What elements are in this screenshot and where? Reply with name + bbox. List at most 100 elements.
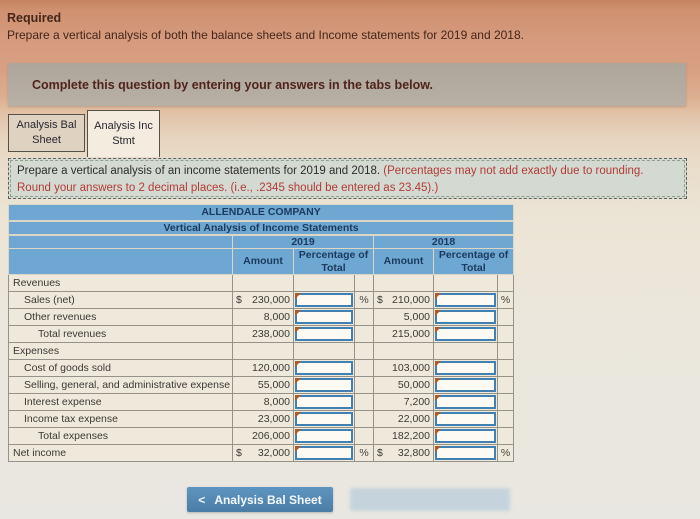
answer-flag-icon — [295, 327, 301, 333]
amount-2018-cell — [373, 274, 434, 292]
answer-flag-icon — [435, 446, 441, 452]
amount-2019-cell: 238,000 — [232, 325, 294, 343]
year-2018-header: 2018 — [372, 234, 515, 249]
amount-2018-cell: 50,000 — [373, 376, 434, 394]
banner-text: Complete this question by entering your … — [32, 77, 433, 92]
amount-2018-cell: 7,200 — [373, 393, 434, 411]
pct-input-2018-net-income[interactable] — [435, 446, 496, 460]
answer-flag-icon — [435, 310, 441, 316]
amount-2019-cell: $32,000 — [232, 444, 294, 462]
chevron-left-icon: < — [198, 492, 206, 507]
pct-input-2019-net-income[interactable] — [295, 446, 353, 460]
tab-analysis-bal-sheet[interactable]: Analysis Bal Sheet — [8, 114, 85, 152]
pct-input-2018-total-expenses[interactable] — [435, 429, 496, 443]
pct-input-2019-other-revenues[interactable] — [295, 310, 353, 324]
pct-input-2019-total-revenues[interactable] — [295, 327, 353, 341]
amount-2018-cell: $210,000 — [373, 291, 434, 309]
pct-input-2018-other-revenues[interactable] — [435, 310, 496, 324]
pct-sign-2018-cell — [496, 325, 515, 343]
amount-value: 23,000 — [257, 413, 290, 425]
pct-input-2018-cogs[interactable] — [435, 361, 496, 375]
amount-2019-cell — [232, 274, 294, 292]
row-label: Cost of goods sold — [8, 359, 233, 377]
amount-2019-header: Amount — [232, 248, 294, 275]
pct-input-2019-sga[interactable] — [295, 378, 353, 392]
tab-label-line2: Stmt — [112, 135, 135, 147]
pct-2019-cell — [293, 444, 355, 462]
pct-sign-2019-cell — [354, 325, 374, 343]
row-label: Income tax expense — [8, 410, 233, 428]
amount-2019-cell: $230,000 — [232, 291, 294, 309]
instruction-box: Prepare a vertical analysis of an income… — [8, 158, 687, 199]
instruction-note: (Percentages may not add exactly due to … — [17, 165, 644, 195]
table-row-total-expenses: Total expenses 206,000 182,200 — [8, 427, 515, 445]
answer-flag-icon — [435, 378, 441, 384]
next-tab-button-faded[interactable] — [350, 488, 510, 511]
amount-value: 210,000 — [392, 294, 430, 306]
amount-value: 32,000 — [257, 447, 290, 459]
table-row-cost-of-goods-sold: Cost of goods sold 120,000 103,000 — [8, 359, 515, 377]
amount-value: 8,000 — [263, 396, 290, 408]
banner: Complete this question by entering your … — [8, 63, 686, 106]
amount-value: 103,000 — [392, 362, 430, 374]
pct-2018-cell — [433, 359, 498, 377]
percent-sign: % — [354, 444, 374, 462]
amount-2019-cell: 55,000 — [232, 376, 294, 394]
pct-sign-2018-cell — [496, 393, 515, 411]
pct-2018-cell — [433, 444, 498, 462]
dollar-sign: $ — [377, 294, 383, 306]
pct-2019-cell — [293, 376, 355, 394]
row-label: Total revenues — [8, 325, 233, 343]
amount-value: 5,000 — [403, 311, 430, 323]
pct-sign-2019-cell — [354, 308, 374, 326]
empty-header-cell — [8, 248, 233, 275]
back-to-bal-sheet-button[interactable]: < Analysis Bal Sheet — [187, 487, 333, 512]
answer-flag-icon — [295, 429, 301, 435]
pct-input-2019-total-expenses[interactable] — [295, 429, 353, 443]
amount-value: 55,000 — [257, 379, 290, 391]
row-label: Selling, general, and administrative exp… — [8, 376, 233, 394]
pct-2019-cell — [293, 308, 355, 326]
pct-sign-2018-cell — [496, 376, 515, 394]
table-row-total-revenues: Total revenues 238,000 215,000 — [8, 325, 515, 343]
amount-value: 22,000 — [397, 413, 430, 425]
tab-analysis-inc-stmt[interactable]: Analysis Inc Stmt — [87, 110, 160, 157]
pct-sign-2019-cell — [354, 410, 374, 428]
answer-flag-icon — [295, 395, 301, 401]
pct-input-2019-income-tax[interactable] — [295, 412, 353, 426]
dollar-sign: $ — [236, 447, 242, 459]
answer-flag-icon — [435, 412, 441, 418]
answer-flag-icon — [295, 361, 301, 367]
percent-sign: % — [496, 444, 515, 462]
amount-value: 230,000 — [252, 294, 290, 306]
pct-input-2018-interest[interactable] — [435, 395, 496, 409]
pct-input-2018-income-tax[interactable] — [435, 412, 496, 426]
amount-2018-cell: 103,000 — [373, 359, 434, 377]
required-description: Prepare a vertical analysis of both the … — [7, 28, 524, 42]
back-button-label: Analysis Bal Sheet — [214, 492, 322, 507]
pct-input-2019-interest[interactable] — [295, 395, 353, 409]
pct-input-2018-sga[interactable] — [435, 378, 496, 392]
pct-2019-cell — [293, 410, 355, 428]
pct-input-2018-sales-net[interactable] — [435, 293, 496, 307]
required-section: Required Prepare a vertical analysis of … — [7, 11, 693, 42]
pct-input-2018-total-revenues[interactable] — [435, 327, 496, 341]
amount-value: 238,000 — [252, 328, 290, 340]
pct-sign-2018-cell — [496, 427, 515, 445]
answer-flag-icon — [435, 429, 441, 435]
pct-sign-2019-cell — [354, 393, 374, 411]
table-subtitle: Vertical Analysis of Income Statements — [7, 220, 515, 236]
table-row-sga-expense: Selling, general, and administrative exp… — [8, 376, 515, 394]
pct-input-2019-sales-net[interactable] — [295, 293, 353, 307]
empty-header-cell — [8, 234, 233, 249]
pct-input-2019-cogs[interactable] — [295, 361, 353, 375]
amount-2019-cell: 120,000 — [232, 359, 294, 377]
row-label: Revenues — [8, 274, 233, 292]
percent-sign: % — [496, 291, 515, 309]
row-label: Other revenues — [8, 308, 233, 326]
amount-value: 7,200 — [403, 396, 430, 408]
answer-flag-icon — [295, 378, 301, 384]
amount-value: 50,000 — [397, 379, 430, 391]
year-header-row: 2019 2018 — [8, 234, 515, 249]
